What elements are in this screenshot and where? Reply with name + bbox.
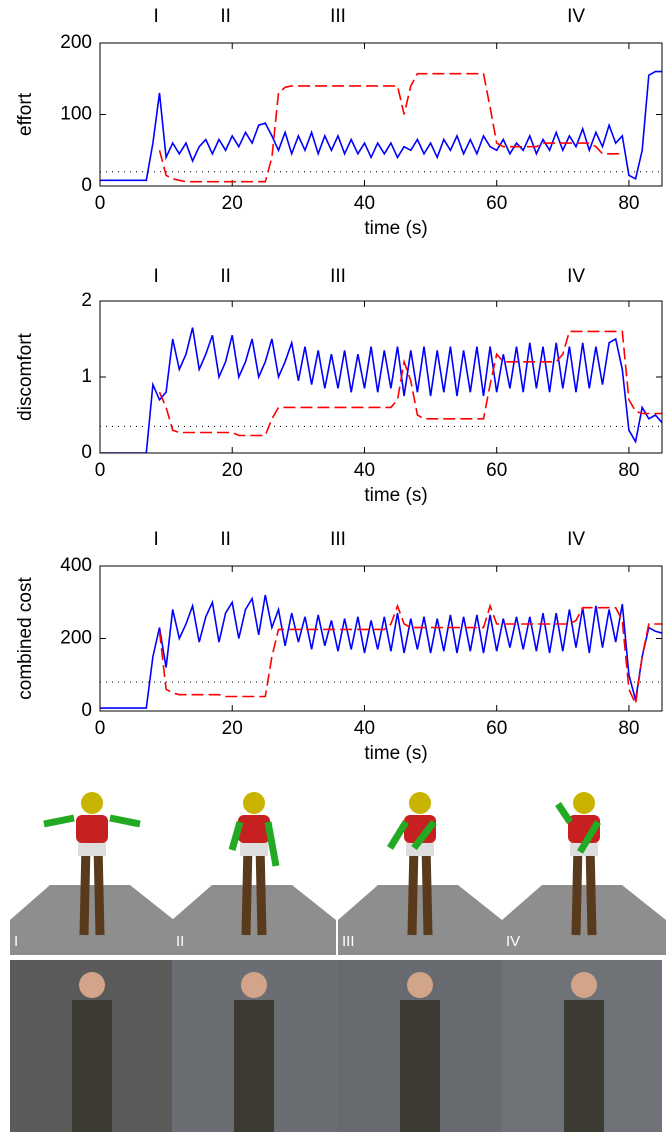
x-tick-label: 60 [486,460,507,481]
arm [555,802,573,824]
person-head [79,972,105,998]
axes-box [99,42,663,187]
phase-label: IV [567,529,585,550]
head [243,792,265,814]
leg [255,844,267,936]
y-axis-label: effort [15,92,36,136]
x-tick-label: 40 [354,460,375,481]
data-line [158,603,662,707]
phase-label: II [220,6,231,27]
y-tick-label: 200 [60,628,92,649]
person [564,1000,604,1132]
illustrations: I II III IV [10,790,666,1132]
plot-area [100,594,662,709]
head [409,792,431,814]
x-axis-label: time (s) [364,218,427,239]
floor [10,885,174,955]
leg [571,844,583,936]
phase-label: I [154,266,159,287]
arm [228,821,244,851]
x-axis-label: time (s) [364,485,427,506]
phase-label: III [330,266,346,287]
arm [43,814,75,828]
x-tick-label: 80 [618,460,639,481]
phase-label: I [154,6,159,27]
panel-label: III [342,933,355,950]
leg [421,844,433,936]
plot-area [100,327,662,453]
x-tick-label: 0 [95,718,106,739]
person-head [407,972,433,998]
phase-label: II [220,266,231,287]
leg [585,844,597,936]
y-axis-label: combined cost [15,577,36,700]
phase-label: IV [567,266,585,287]
y-axis-label: discomfort [15,332,36,420]
arm [576,820,602,854]
x-tick-label: 60 [486,193,507,214]
x-tick-label: 80 [618,718,639,739]
arm [264,821,280,867]
y-tick-label: 400 [60,555,92,576]
head [81,792,103,814]
person-head [571,972,597,998]
plot-area [100,70,662,183]
axes-box [99,565,663,712]
arm [109,814,141,828]
y-tick-label: 0 [81,175,92,196]
data-line [100,70,662,182]
leg [241,844,253,936]
phase-label: IV [567,6,585,27]
phase-label: I [154,529,159,550]
person [400,1000,440,1132]
y-tick-label: 1 [81,366,92,387]
data-line [158,330,662,437]
person [234,1000,274,1132]
arm [387,820,409,850]
x-tick-label: 40 [354,193,375,214]
person [72,1000,112,1132]
x-tick-label: 80 [618,193,639,214]
hips [240,840,268,856]
y-tick-label: 2 [81,290,92,311]
y-tick-label: 0 [81,442,92,463]
axes-box [99,300,663,454]
panel-label: II [176,933,184,950]
torso [238,815,270,843]
torso [76,815,108,843]
arm [411,819,437,851]
x-tick-label: 20 [222,193,243,214]
person-head [241,972,267,998]
data-line [100,327,662,453]
x-tick-label: 20 [222,718,243,739]
x-tick-label: 40 [354,718,375,739]
leg [79,844,91,936]
panel-label: I [14,933,18,950]
head [573,792,595,814]
torso [404,815,436,843]
x-tick-label: 20 [222,460,243,481]
x-tick-label: 0 [95,193,106,214]
y-tick-label: 200 [60,32,92,53]
phase-label: III [330,529,346,550]
y-tick-label: 0 [81,700,92,721]
phase-label: II [220,529,231,550]
leg [407,844,419,936]
phase-label: III [330,6,346,27]
floor [338,885,502,955]
x-tick-label: 60 [486,718,507,739]
data-line [158,72,623,183]
x-tick-label: 0 [95,460,106,481]
hips [78,840,106,856]
floor [502,885,666,955]
data-line [100,594,662,709]
leg [93,844,105,936]
y-tick-label: 100 [60,104,92,125]
floor [172,885,336,955]
x-axis-label: time (s) [364,743,427,764]
panel-label: IV [506,933,520,950]
